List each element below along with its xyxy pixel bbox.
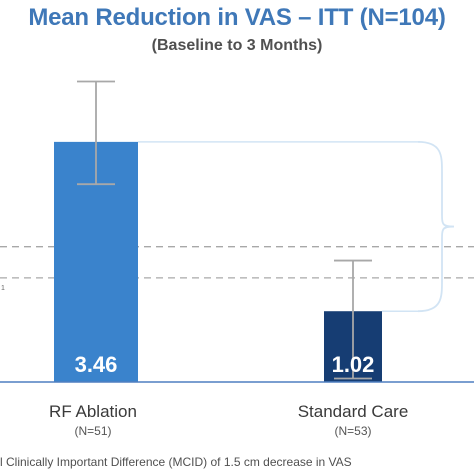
category-count-label: (N=53) (334, 424, 371, 438)
category-count-label: (N=51) (74, 424, 111, 438)
category-label: RF Ablation (49, 402, 137, 421)
chart-title: Mean Reduction in VAS – ITT (N=104) (28, 4, 446, 31)
difference-brace (417, 140, 455, 313)
bar-value-label: 3.46 (75, 352, 118, 377)
reference-line-marker: 1 (1, 285, 5, 292)
chart-subtitle: (Baseline to 3 Months) (151, 37, 323, 54)
bar-value-label: 1.02 (332, 352, 375, 377)
category-label: Standard Care (298, 402, 409, 421)
footnote: l Clinically Important Difference (MCID)… (0, 455, 352, 469)
